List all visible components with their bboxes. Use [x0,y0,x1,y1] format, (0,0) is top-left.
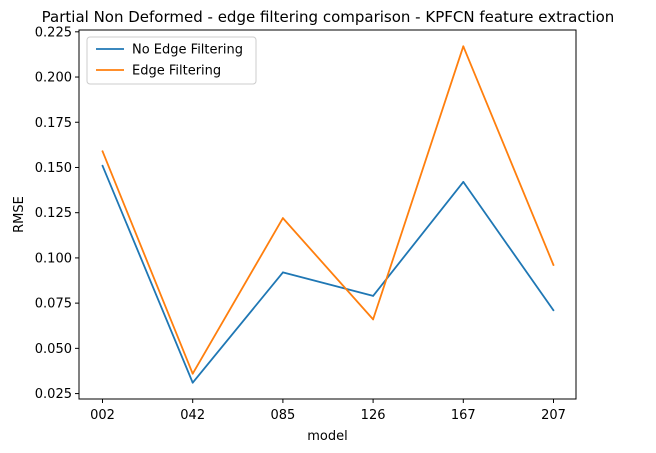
data-point-edge-filtering [372,318,374,321]
x-tick-label: 126 [361,408,386,423]
data-point-no-edge-filtering [282,271,284,274]
y-tick-label: 0.050 [35,342,72,357]
data-point-edge-filtering [552,264,555,267]
x-tick-label: 042 [180,408,205,423]
y-tick-label: 0.075 [35,297,72,312]
series-lines [101,45,555,384]
data-point-no-edge-filtering [372,294,374,297]
y-tick-label: 0.025 [35,387,72,402]
legend-label-edge-filtering: Edge Filtering [132,64,221,79]
legend-label-no-edge-filtering: No Edge Filtering [132,43,243,58]
series-line-edge-filtering [101,45,555,375]
x-tick-label: 085 [270,408,295,423]
data-point-no-edge-filtering [101,164,104,167]
y-tick-label: 0.225 [35,25,72,40]
x-tick-label: 207 [541,408,566,423]
x-axis-label: model [307,429,347,444]
data-point-edge-filtering [462,45,465,48]
chart-title: Partial Non Deformed - edge filtering co… [42,8,615,26]
data-point-edge-filtering [282,217,284,220]
legend-box [86,36,257,85]
x-tick-label: 167 [451,408,476,423]
x-tick-label: 002 [90,408,115,423]
y-tick-label: 0.175 [35,116,72,131]
y-axis: 0.025 0.050 0.075 0.100 0.125 0.150 0.175 0.200… [35,25,79,402]
y-tick-label: 0.100 [35,251,72,266]
legend: No Edge Filtering Edge Filtering [86,36,257,85]
data-point-no-edge-filtering [552,309,555,312]
x-axis: 002 042 085 126 167 207 [90,399,566,423]
y-tick-label: 0.200 [35,71,72,86]
series-line-no-edge-filtering [101,165,555,384]
data-point-edge-filtering [191,372,194,375]
y-tick-label: 0.125 [35,206,72,221]
y-axis-label: RMSE [12,196,27,233]
data-point-no-edge-filtering [191,381,194,384]
data-point-edge-filtering [101,150,104,153]
y-tick-label: 0.150 [35,161,72,176]
data-point-no-edge-filtering [462,181,465,183]
plot-area [78,29,577,400]
